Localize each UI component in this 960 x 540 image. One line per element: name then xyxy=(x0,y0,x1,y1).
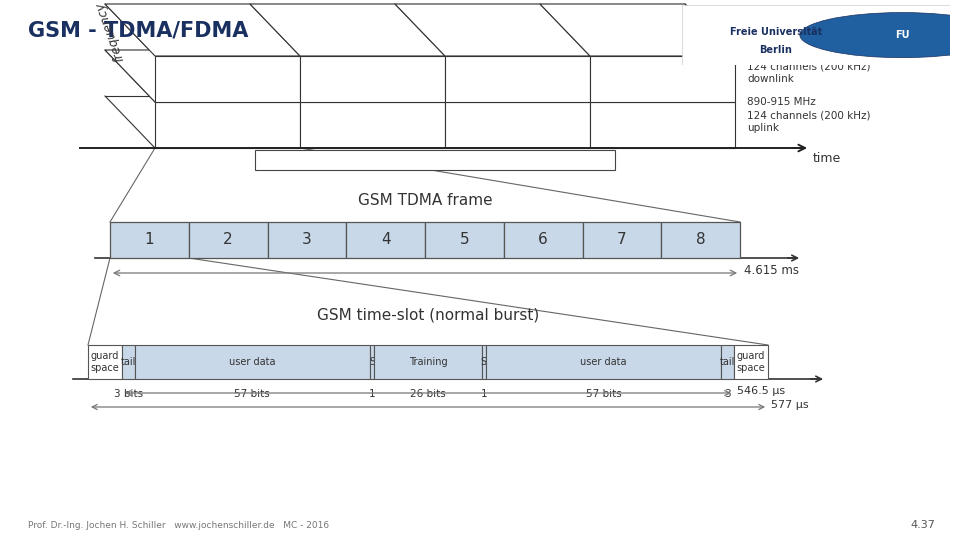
Polygon shape xyxy=(300,56,445,102)
Text: FU: FU xyxy=(895,30,909,40)
Bar xyxy=(425,222,504,258)
Bar xyxy=(583,222,661,258)
Bar xyxy=(268,222,347,258)
Bar xyxy=(347,222,425,258)
Text: 26 bits: 26 bits xyxy=(410,389,445,399)
Bar xyxy=(733,345,768,379)
Text: 4: 4 xyxy=(381,233,391,247)
Text: 6: 6 xyxy=(539,233,548,247)
Text: guard
space: guard space xyxy=(736,351,765,373)
Bar xyxy=(482,345,486,379)
Text: 1: 1 xyxy=(481,389,487,399)
Bar xyxy=(661,222,740,258)
Bar xyxy=(88,345,122,379)
Polygon shape xyxy=(395,50,590,102)
Bar xyxy=(371,345,374,379)
Polygon shape xyxy=(300,102,445,148)
Bar xyxy=(374,345,482,379)
Text: 1: 1 xyxy=(145,233,155,247)
Text: 4.37: 4.37 xyxy=(910,520,935,530)
Text: 890-915 MHz
124 channels (200 kHz)
uplink: 890-915 MHz 124 channels (200 kHz) uplin… xyxy=(747,97,871,133)
Polygon shape xyxy=(445,56,590,102)
Text: tail: tail xyxy=(121,357,136,367)
Bar xyxy=(189,222,268,258)
Text: tail: tail xyxy=(720,357,735,367)
Polygon shape xyxy=(590,56,735,102)
Polygon shape xyxy=(445,102,590,148)
Polygon shape xyxy=(155,102,300,148)
Polygon shape xyxy=(155,56,300,102)
Text: time: time xyxy=(813,152,841,165)
Text: Prof. Dr.-Ing. Jochen H. Schiller   www.jochenschiller.de   MC - 2016: Prof. Dr.-Ing. Jochen H. Schiller www.jo… xyxy=(28,521,329,530)
Bar xyxy=(486,345,722,379)
Text: 3 bits: 3 bits xyxy=(113,389,143,399)
Text: 4.615 ms: 4.615 ms xyxy=(744,265,799,278)
Text: S: S xyxy=(370,357,375,367)
Bar xyxy=(110,222,189,258)
Text: 2: 2 xyxy=(224,233,233,247)
Text: Freie Universität: Freie Universität xyxy=(730,27,822,37)
Text: user data: user data xyxy=(229,357,276,367)
Polygon shape xyxy=(590,102,735,148)
Bar xyxy=(122,345,134,379)
Polygon shape xyxy=(250,50,445,102)
Polygon shape xyxy=(105,50,300,102)
Bar xyxy=(134,345,371,379)
Text: 935-960 MHz
124 channels (200 kHz)
downlink: 935-960 MHz 124 channels (200 kHz) downl… xyxy=(747,48,871,84)
Polygon shape xyxy=(105,4,300,56)
Text: 546.5 μs: 546.5 μs xyxy=(737,386,785,396)
Text: 577 μs: 577 μs xyxy=(771,400,808,410)
Text: GSM time-slot (normal burst): GSM time-slot (normal burst) xyxy=(317,308,540,323)
Text: user data: user data xyxy=(581,357,627,367)
Text: 57 bits: 57 bits xyxy=(234,389,270,399)
Text: 8: 8 xyxy=(696,233,706,247)
Text: Berlin: Berlin xyxy=(759,45,792,55)
Text: guard
space: guard space xyxy=(90,351,119,373)
Text: 1: 1 xyxy=(369,389,375,399)
Polygon shape xyxy=(250,4,445,56)
Text: frequency: frequency xyxy=(93,0,127,63)
Text: 3: 3 xyxy=(302,233,312,247)
Polygon shape xyxy=(540,4,735,56)
Text: 3: 3 xyxy=(725,389,731,399)
Text: Training: Training xyxy=(409,357,447,367)
Circle shape xyxy=(800,12,960,58)
Text: S: S xyxy=(481,357,487,367)
Bar xyxy=(722,345,733,379)
Text: 5: 5 xyxy=(460,233,469,247)
Text: higher GSM frame structures: higher GSM frame structures xyxy=(335,153,536,167)
Text: 7: 7 xyxy=(617,233,627,247)
Text: GSM TDMA frame: GSM TDMA frame xyxy=(358,193,492,208)
Text: GSM - TDMA/FDMA: GSM - TDMA/FDMA xyxy=(28,20,249,40)
Polygon shape xyxy=(395,4,590,56)
Text: 57 bits: 57 bits xyxy=(586,389,621,399)
Bar xyxy=(504,222,583,258)
Bar xyxy=(255,150,615,170)
Polygon shape xyxy=(540,50,735,102)
